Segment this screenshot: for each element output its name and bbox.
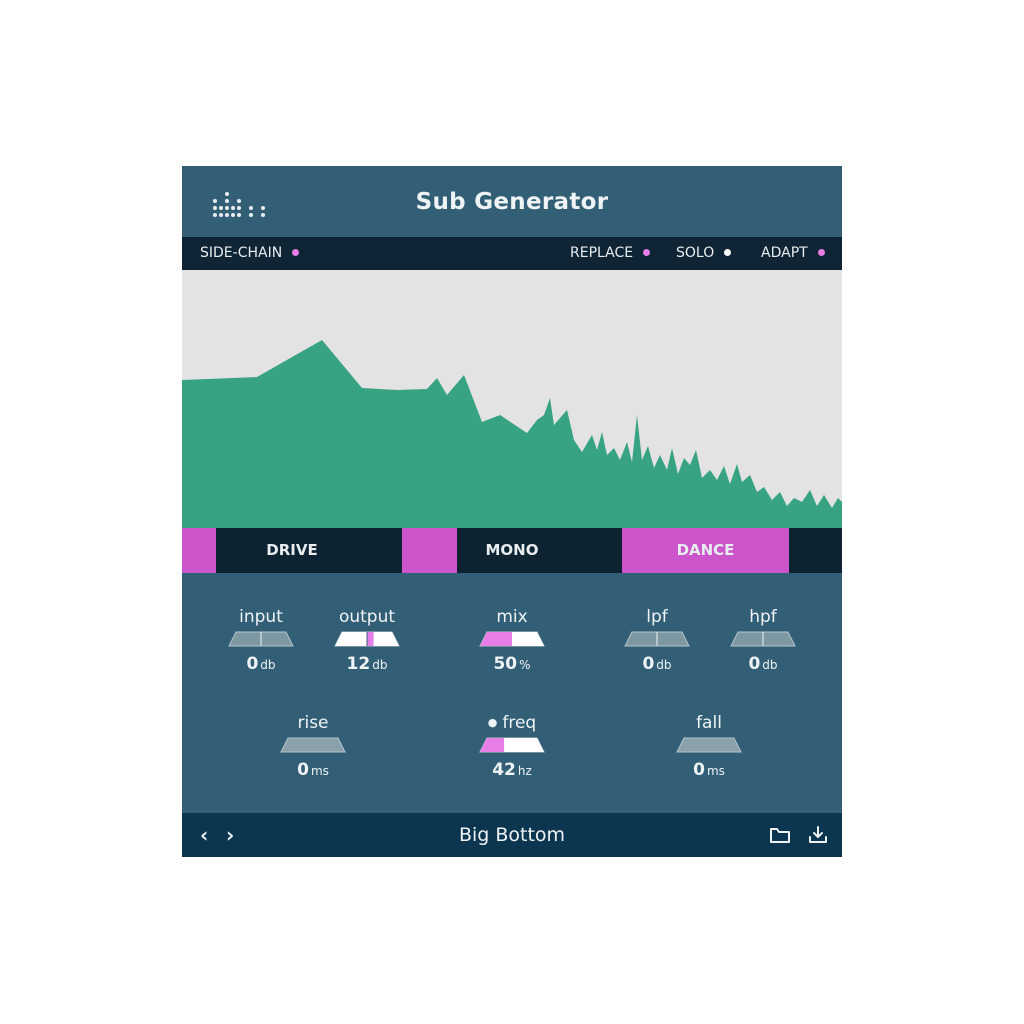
solo-label: SOLO xyxy=(676,245,715,261)
mode-selector: DRIVE MONO DANCE xyxy=(182,528,842,573)
freq-control[interactable]: ● freq 42 hz xyxy=(472,712,552,781)
lpf-control[interactable]: lpf 0 db xyxy=(617,606,697,675)
output-slider-indicator xyxy=(367,632,374,646)
drive-color-swatch xyxy=(182,528,216,573)
output-control[interactable]: output 12 db xyxy=(327,606,407,675)
lpf-slider[interactable] xyxy=(624,631,690,647)
output-label: output xyxy=(338,607,396,627)
input-control[interactable]: input 0 db xyxy=(221,606,301,675)
header: Sub Generator xyxy=(182,166,842,237)
solo-toggle[interactable]: SOLO xyxy=(676,237,732,270)
spectrum-display xyxy=(182,270,842,528)
rise-control[interactable]: rise 0 ms xyxy=(273,712,353,781)
rise-value: 0 ms xyxy=(297,760,329,780)
drive-mode-button[interactable]: DRIVE xyxy=(266,541,318,559)
prev-preset-button[interactable]: ‹ xyxy=(200,823,209,847)
next-preset-button[interactable]: › xyxy=(226,823,235,847)
spectrum-area xyxy=(182,340,842,528)
fall-label: fall xyxy=(696,713,722,733)
brand-logo-icon[interactable] xyxy=(212,190,268,220)
rise-label: rise xyxy=(297,713,329,733)
replace-indicator-icon xyxy=(643,248,651,256)
preset-name[interactable]: Big Bottom xyxy=(458,824,566,846)
plugin-title: Sub Generator xyxy=(415,189,609,215)
sub-generator-plugin: Sub Generator SIDE-CHAIN REPLACE SOLO AD… xyxy=(182,166,842,857)
hpf-value: 0 db xyxy=(748,654,778,674)
adapt-label: ADAPT xyxy=(761,245,808,261)
output-slider[interactable] xyxy=(334,631,400,647)
sidechain-toggle[interactable]: SIDE-CHAIN xyxy=(200,237,300,270)
mix-value: 50% xyxy=(493,654,531,674)
mix-label: mix xyxy=(496,607,528,627)
options-bar: SIDE-CHAIN REPLACE SOLO ADAPT xyxy=(182,237,842,270)
mix-slider[interactable] xyxy=(479,631,545,647)
solo-indicator-icon xyxy=(724,248,732,256)
sidechain-label: SIDE-CHAIN xyxy=(200,245,283,261)
preset-bar: ‹ › Big Bottom xyxy=(182,813,842,857)
hpf-slider[interactable] xyxy=(730,631,796,647)
freq-value: 42 hz xyxy=(492,760,532,780)
save-download-icon[interactable] xyxy=(807,825,829,845)
input-value: 0 db xyxy=(246,654,276,674)
mono-color-swatch xyxy=(402,528,457,573)
dance-mode-button[interactable]: DANCE xyxy=(622,528,789,573)
fall-slider[interactable] xyxy=(676,737,742,753)
fall-slider-track xyxy=(676,737,742,753)
input-label: input xyxy=(239,607,283,627)
freq-slider[interactable] xyxy=(479,737,545,753)
rise-slider[interactable] xyxy=(280,737,346,753)
replace-toggle[interactable]: REPLACE xyxy=(570,237,651,270)
mix-slider-fill xyxy=(480,632,512,646)
adapt-toggle[interactable]: ADAPT xyxy=(761,237,825,270)
freq-label: ● freq xyxy=(487,713,537,733)
mono-mode-button[interactable]: MONO xyxy=(485,541,539,559)
adapt-indicator-icon xyxy=(817,248,825,256)
spectrum-graph xyxy=(182,340,842,528)
input-slider[interactable] xyxy=(228,631,294,647)
fall-value: 0 ms xyxy=(693,760,725,780)
freq-indicator-icon: ● xyxy=(487,716,498,729)
rise-slider-track xyxy=(280,737,346,753)
fall-control[interactable]: fall 0 ms xyxy=(669,712,749,781)
replace-label: REPLACE xyxy=(570,245,634,261)
sidechain-indicator-icon xyxy=(292,248,300,256)
mix-control[interactable]: mix 50% xyxy=(472,606,552,675)
hpf-label: hpf xyxy=(749,607,777,627)
freq-slider-fill xyxy=(480,738,505,752)
lpf-value: 0 db xyxy=(642,654,672,674)
lpf-label: lpf xyxy=(646,607,668,627)
folder-icon[interactable] xyxy=(769,825,791,845)
hpf-control[interactable]: hpf 0 db xyxy=(723,606,803,675)
output-value: 12 db xyxy=(346,654,388,674)
